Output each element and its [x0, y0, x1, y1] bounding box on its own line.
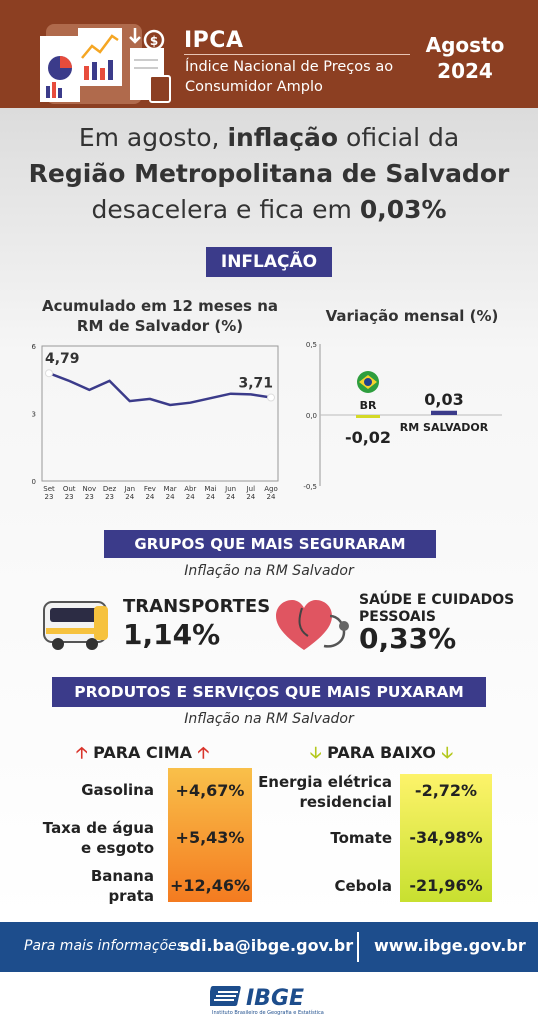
line-chart-xtick: Jul: [246, 485, 256, 493]
ibge-logo: IBGE Instituto Brasileiro de Geografia e…: [210, 986, 324, 1016]
bar-chart-bar: [356, 415, 380, 418]
header-divider: [184, 54, 410, 55]
bar-chart-value-label: -0,02: [345, 428, 391, 447]
section-label-grupos: GRUPOS QUE MAIS SEGURARAM: [104, 530, 436, 558]
line-chart-xtick-year: 24: [186, 493, 195, 501]
line-chart: 0364,793,71Set23Out23Nov23Dez23Jan24Fev2…: [32, 343, 279, 501]
line-chart-xtick-year: 24: [206, 493, 215, 501]
section-label-inflacao: INFLAÇÃO: [206, 247, 332, 277]
arrow-down-icon: 🡣: [310, 743, 322, 762]
svg-text:Instituto Brasileiro de Geogra: Instituto Brasileiro de Geografia e Esta…: [212, 1009, 324, 1016]
line-chart-point: [267, 393, 275, 402]
line-chart-xtick-year: 24: [246, 493, 255, 501]
line-chart-xtick: Abr: [184, 485, 196, 493]
header-year: 2024: [437, 59, 493, 83]
headline-line-3: desacelera e fica em 0,03%: [91, 195, 447, 224]
line-chart-xtick-year: 24: [226, 493, 235, 501]
arrow-up-icon: 🡡: [197, 743, 210, 762]
line-chart-xtick-year: 23: [65, 493, 74, 501]
down-values-box: [400, 774, 492, 902]
bar-chart-value-label: 0,03: [424, 390, 463, 409]
line-chart-xtick-year: 24: [125, 493, 134, 501]
line-chart-ytick: 6: [32, 343, 37, 351]
direction-down: 🡣 PARA BAIXO 🡣: [310, 743, 453, 762]
headline-line-1: Em agosto, inflação oficial da: [78, 123, 460, 152]
section-label-produtos: PRODUTOS E SERVIÇOS QUE MAIS PUXARAM: [52, 677, 486, 707]
heart-stethoscope-icon: [276, 600, 349, 650]
line-chart-xtick: Ago: [264, 485, 278, 493]
bar-chart-ytick: 0,0: [306, 412, 317, 420]
bar-chart-title: Variação mensal (%): [325, 307, 499, 325]
item-banana: Banana prata: [90, 867, 154, 905]
header-title: IPCA: [184, 28, 244, 53]
brazil-flag-globe: [364, 378, 372, 386]
group-value-saude: 0,33%: [359, 622, 457, 655]
report-charts-icon: $: [40, 24, 171, 104]
up-values-box: [168, 768, 252, 902]
bus-icon: [43, 601, 108, 650]
line-chart-xtick: Fev: [144, 485, 156, 493]
line-chart-xtick: Jun: [224, 485, 236, 493]
arrow-up-icon: 🡡: [76, 743, 88, 762]
footer-label: Para mais informações:: [24, 938, 189, 954]
svg-text:$: $: [150, 34, 158, 48]
value-banana: +12,46%: [169, 876, 251, 895]
line-chart-series: [48, 372, 272, 407]
line-chart-point: [45, 369, 53, 378]
value-energia: -2,72%: [414, 781, 478, 800]
line-chart-frame: [41, 345, 279, 482]
products-subtitle: Inflação na RM Salvador: [184, 711, 354, 727]
arrow-down-icon: 🡣: [441, 743, 453, 762]
headline: Em agosto, inflação oficial da Região Me…: [0, 120, 538, 228]
group-value-transportes: 1,14%: [123, 618, 221, 651]
line-chart-xtick: Mai: [204, 485, 216, 493]
group-name-transportes: TRANSPORTES: [123, 596, 271, 617]
footer-separator: [357, 932, 359, 962]
value-gasolina: +4,67%: [175, 781, 245, 800]
footer-site-link[interactable]: www.ibge.gov.br: [374, 936, 526, 955]
bar-chart-ytick: -0,5: [303, 483, 317, 491]
bar-chart-ytick: 0,5: [306, 341, 317, 349]
bar-chart-bar: [431, 410, 457, 415]
value-taxa-agua: +5,43%: [175, 828, 245, 847]
group-name-saude: SAÚDE E CUIDADOS PESSOAIS: [359, 592, 515, 625]
line-chart-xtick-year: 23: [105, 493, 114, 501]
line-chart-label-first: 4,79: [45, 351, 80, 367]
bar-chart-category-label: BR: [360, 399, 377, 412]
line-chart-ytick: 3: [32, 411, 36, 419]
groups-subtitle: Inflação na RM Salvador: [184, 563, 354, 579]
footer-bar: Para mais informações: sdi.ba@ibge.gov.b…: [0, 922, 538, 972]
line-chart-xtick: Jan: [123, 485, 135, 493]
header-month: Agosto: [425, 33, 505, 57]
line-chart-xtick-year: 24: [267, 493, 276, 501]
header-subtitle: Índice Nacional de Preços ao Consumidor …: [185, 59, 394, 95]
value-tomate: -34,98%: [409, 828, 483, 847]
direction-up: 🡡 PARA CIMA 🡡: [76, 743, 210, 762]
headline-line-2: Região Metropolitana de Salvador: [28, 159, 510, 188]
bar-chart: 0,5 0,0 -0,5 BR RM SALVADOR -0,02 0,03: [303, 341, 502, 491]
line-chart-label-last: 3,71: [238, 376, 273, 392]
item-cebola: Cebola: [334, 877, 393, 895]
line-chart-xtick-year: 24: [166, 493, 175, 501]
line-chart-xtick: Dez: [103, 485, 117, 493]
line-chart-xtick: Mar: [163, 485, 176, 493]
line-chart-xtick-year: 23: [85, 493, 94, 501]
line-chart-ytick: 0: [32, 478, 36, 486]
line-chart-xtick-year: 24: [145, 493, 154, 501]
line-chart-title: Acumulado em 12 meses na RM de Salvador …: [42, 297, 278, 335]
svg-text:IBGE: IBGE: [246, 986, 304, 1011]
line-chart-xtick: Out: [63, 485, 76, 493]
line-chart-xtick: Set: [43, 485, 55, 493]
line-chart-xtick: Nov: [83, 485, 97, 493]
bar-chart-category-label: RM SALVADOR: [400, 421, 489, 434]
header-date: Agosto 2024: [418, 32, 512, 84]
item-gasolina: Gasolina: [81, 781, 154, 799]
value-cebola: -21,96%: [409, 876, 483, 895]
line-chart-xtick-year: 23: [45, 493, 54, 501]
header-banner: $ IPCA Índice Nacional de Preços ao Cons…: [0, 0, 538, 108]
footer-email-link[interactable]: sdi.ba@ibge.gov.br: [180, 936, 354, 955]
item-taxa-agua: Taxa de água e esgoto: [42, 819, 154, 857]
item-tomate: Tomate: [330, 829, 392, 847]
item-energia: Energia elétrica residencial: [258, 773, 392, 811]
